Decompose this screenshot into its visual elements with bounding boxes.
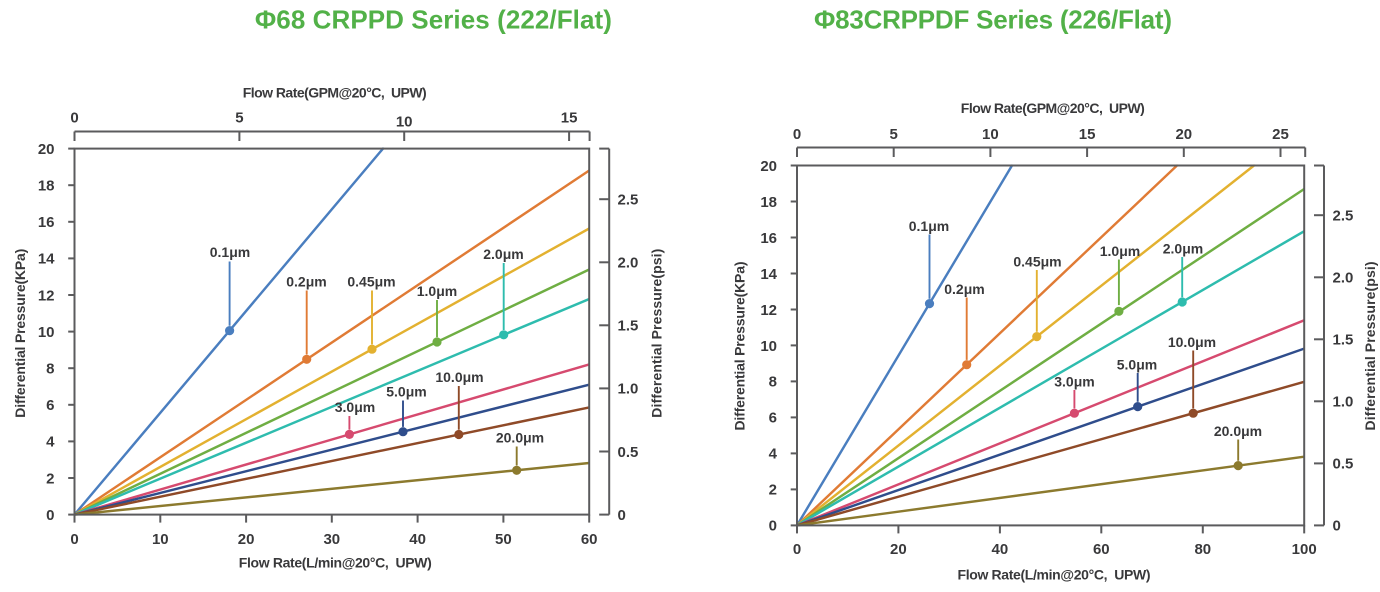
- svg-text:0.5: 0.5: [1333, 456, 1354, 473]
- svg-text:1.0μm: 1.0μm: [417, 283, 457, 299]
- svg-text:14: 14: [760, 266, 777, 283]
- svg-text:3.0μm: 3.0μm: [1054, 374, 1094, 390]
- svg-text:2.0: 2.0: [1333, 270, 1354, 287]
- svg-text:5: 5: [235, 110, 243, 127]
- svg-text:20: 20: [1175, 126, 1192, 143]
- svg-text:16: 16: [760, 230, 777, 247]
- svg-text:2.0: 2.0: [618, 255, 639, 272]
- svg-text:0.5: 0.5: [618, 444, 639, 461]
- svg-text:Differential Pressure(KPa): Differential Pressure(KPa): [732, 262, 748, 431]
- svg-text:5.0μm: 5.0μm: [1117, 357, 1157, 373]
- svg-text:2: 2: [46, 470, 54, 487]
- svg-text:10: 10: [38, 324, 55, 341]
- svg-text:Flow Rate(GPM@20°C, UPW): Flow Rate(GPM@20°C, UPW): [961, 100, 1145, 116]
- svg-text:0.2μm: 0.2μm: [286, 274, 326, 290]
- svg-text:30: 30: [323, 531, 340, 548]
- svg-text:16: 16: [38, 214, 55, 231]
- svg-text:0: 0: [793, 541, 801, 558]
- svg-text:10: 10: [396, 114, 413, 131]
- svg-text:0.1μm: 0.1μm: [909, 218, 949, 234]
- svg-text:10: 10: [982, 126, 999, 143]
- svg-text:40: 40: [409, 531, 426, 548]
- svg-text:15: 15: [1079, 126, 1096, 143]
- svg-text:0: 0: [769, 518, 777, 535]
- svg-text:1.0μm: 1.0μm: [1100, 243, 1140, 259]
- svg-text:1.5: 1.5: [618, 318, 639, 335]
- svg-text:2: 2: [769, 482, 777, 499]
- svg-text:0.1μm: 0.1μm: [210, 244, 250, 260]
- svg-text:12: 12: [38, 287, 55, 304]
- svg-text:2.5: 2.5: [618, 192, 639, 209]
- svg-text:0: 0: [1333, 518, 1341, 535]
- svg-text:1.0: 1.0: [618, 381, 639, 398]
- svg-text:2.5: 2.5: [1333, 208, 1354, 225]
- svg-text:3.0μm: 3.0μm: [335, 399, 375, 415]
- svg-text:40: 40: [992, 541, 1009, 558]
- svg-text:20: 20: [890, 541, 907, 558]
- svg-text:2.0μm: 2.0μm: [1163, 241, 1203, 257]
- svg-text:0.45μm: 0.45μm: [1013, 254, 1061, 270]
- svg-text:Flow Rate(L/min@20°C, UPW): Flow Rate(L/min@20°C, UPW): [958, 567, 1151, 583]
- svg-text:0: 0: [46, 507, 54, 524]
- svg-text:10.0μm: 10.0μm: [435, 369, 483, 385]
- svg-text:100: 100: [1292, 541, 1317, 558]
- svg-text:4: 4: [769, 446, 778, 463]
- svg-text:20.0μm: 20.0μm: [1214, 423, 1262, 439]
- svg-text:10: 10: [760, 338, 777, 355]
- svg-text:10: 10: [152, 531, 169, 548]
- svg-text:6: 6: [769, 410, 777, 427]
- svg-text:12: 12: [760, 302, 777, 319]
- svg-text:20: 20: [760, 158, 777, 175]
- svg-text:60: 60: [581, 531, 598, 548]
- svg-text:5: 5: [890, 126, 898, 143]
- svg-text:50: 50: [495, 531, 512, 548]
- svg-text:20.0μm: 20.0μm: [496, 430, 544, 446]
- svg-text:Differential Pressure(KPa): Differential Pressure(KPa): [12, 249, 28, 418]
- svg-text:Differential Pressure(psi): Differential Pressure(psi): [1362, 262, 1378, 431]
- svg-text:0: 0: [70, 110, 78, 127]
- svg-text:2.0μm: 2.0μm: [483, 246, 523, 262]
- svg-text:Φ83CRPPDF Series (226/Flat): Φ83CRPPDF Series (226/Flat): [814, 5, 1172, 35]
- svg-text:1.0: 1.0: [1333, 394, 1354, 411]
- svg-text:8: 8: [46, 361, 54, 378]
- svg-text:0: 0: [793, 126, 801, 143]
- svg-text:0: 0: [618, 507, 626, 524]
- svg-text:0.2μm: 0.2μm: [944, 281, 984, 297]
- svg-text:60: 60: [1093, 541, 1110, 558]
- svg-text:Flow Rate(L/min@20°C, UPW): Flow Rate(L/min@20°C, UPW): [239, 555, 432, 571]
- svg-text:8: 8: [769, 374, 777, 391]
- svg-text:15: 15: [561, 110, 578, 127]
- svg-text:20: 20: [238, 531, 255, 548]
- svg-text:80: 80: [1194, 541, 1211, 558]
- svg-text:5.0μm: 5.0μm: [386, 384, 426, 400]
- svg-text:14: 14: [38, 251, 55, 268]
- svg-text:10.0μm: 10.0μm: [1168, 334, 1216, 350]
- svg-text:18: 18: [38, 178, 55, 195]
- svg-text:18: 18: [760, 194, 777, 211]
- svg-text:0: 0: [70, 531, 78, 548]
- svg-text:4: 4: [46, 434, 55, 451]
- svg-text:1.5: 1.5: [1333, 332, 1354, 349]
- svg-text:0.45μm: 0.45μm: [347, 274, 395, 290]
- svg-text:Flow Rate(GPM@20°C, UPW): Flow Rate(GPM@20°C, UPW): [243, 85, 427, 101]
- svg-text:20: 20: [38, 141, 55, 158]
- svg-text:Differential Pressure(psi): Differential Pressure(psi): [649, 249, 665, 418]
- svg-text:6: 6: [46, 397, 54, 414]
- svg-text:Φ68 CRPPD Series (222/Flat): Φ68 CRPPD Series (222/Flat): [255, 5, 612, 35]
- svg-text:25: 25: [1272, 126, 1289, 143]
